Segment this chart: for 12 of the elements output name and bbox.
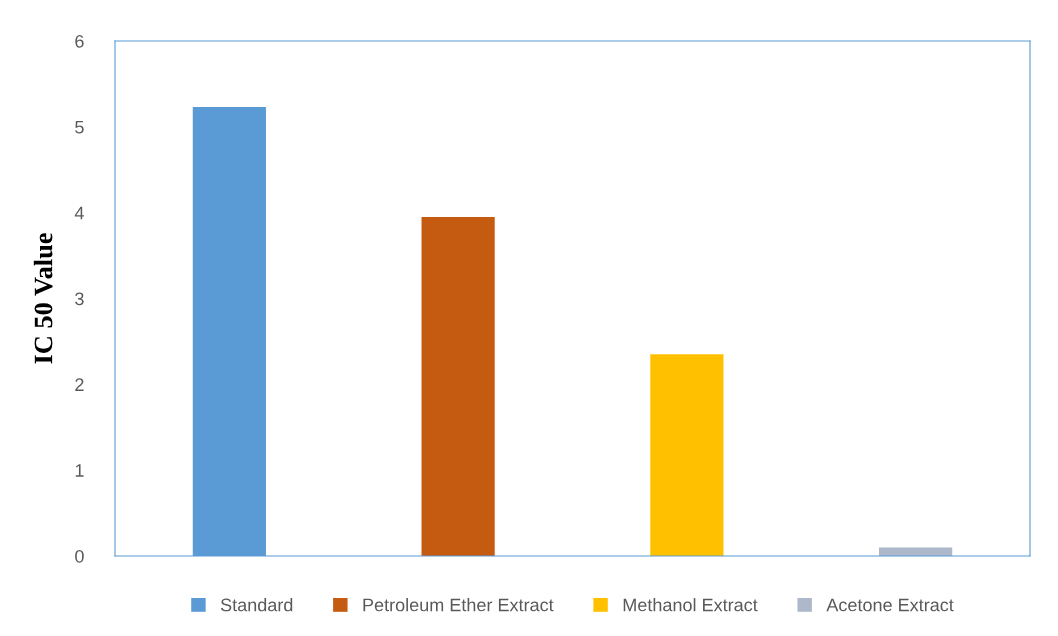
y-tick-label: 6: [75, 34, 84, 48]
y-axis-title: IC 50 Value: [33, 233, 53, 364]
y-tick-label: 3: [75, 292, 84, 306]
legend-label: Petroleum Ether Extract: [363, 598, 554, 612]
y-tick-label: 4: [74, 206, 84, 220]
y-tick-label: 0: [75, 549, 84, 563]
legend-label: Standard: [220, 598, 293, 612]
y-tick-label: 1: [75, 464, 84, 477]
legend-label: Acetone Extract: [826, 598, 954, 612]
y-tick-label: 2: [75, 378, 84, 391]
y-tick-label: 5: [75, 120, 84, 134]
legend-label: Methanol Extract: [623, 598, 758, 612]
